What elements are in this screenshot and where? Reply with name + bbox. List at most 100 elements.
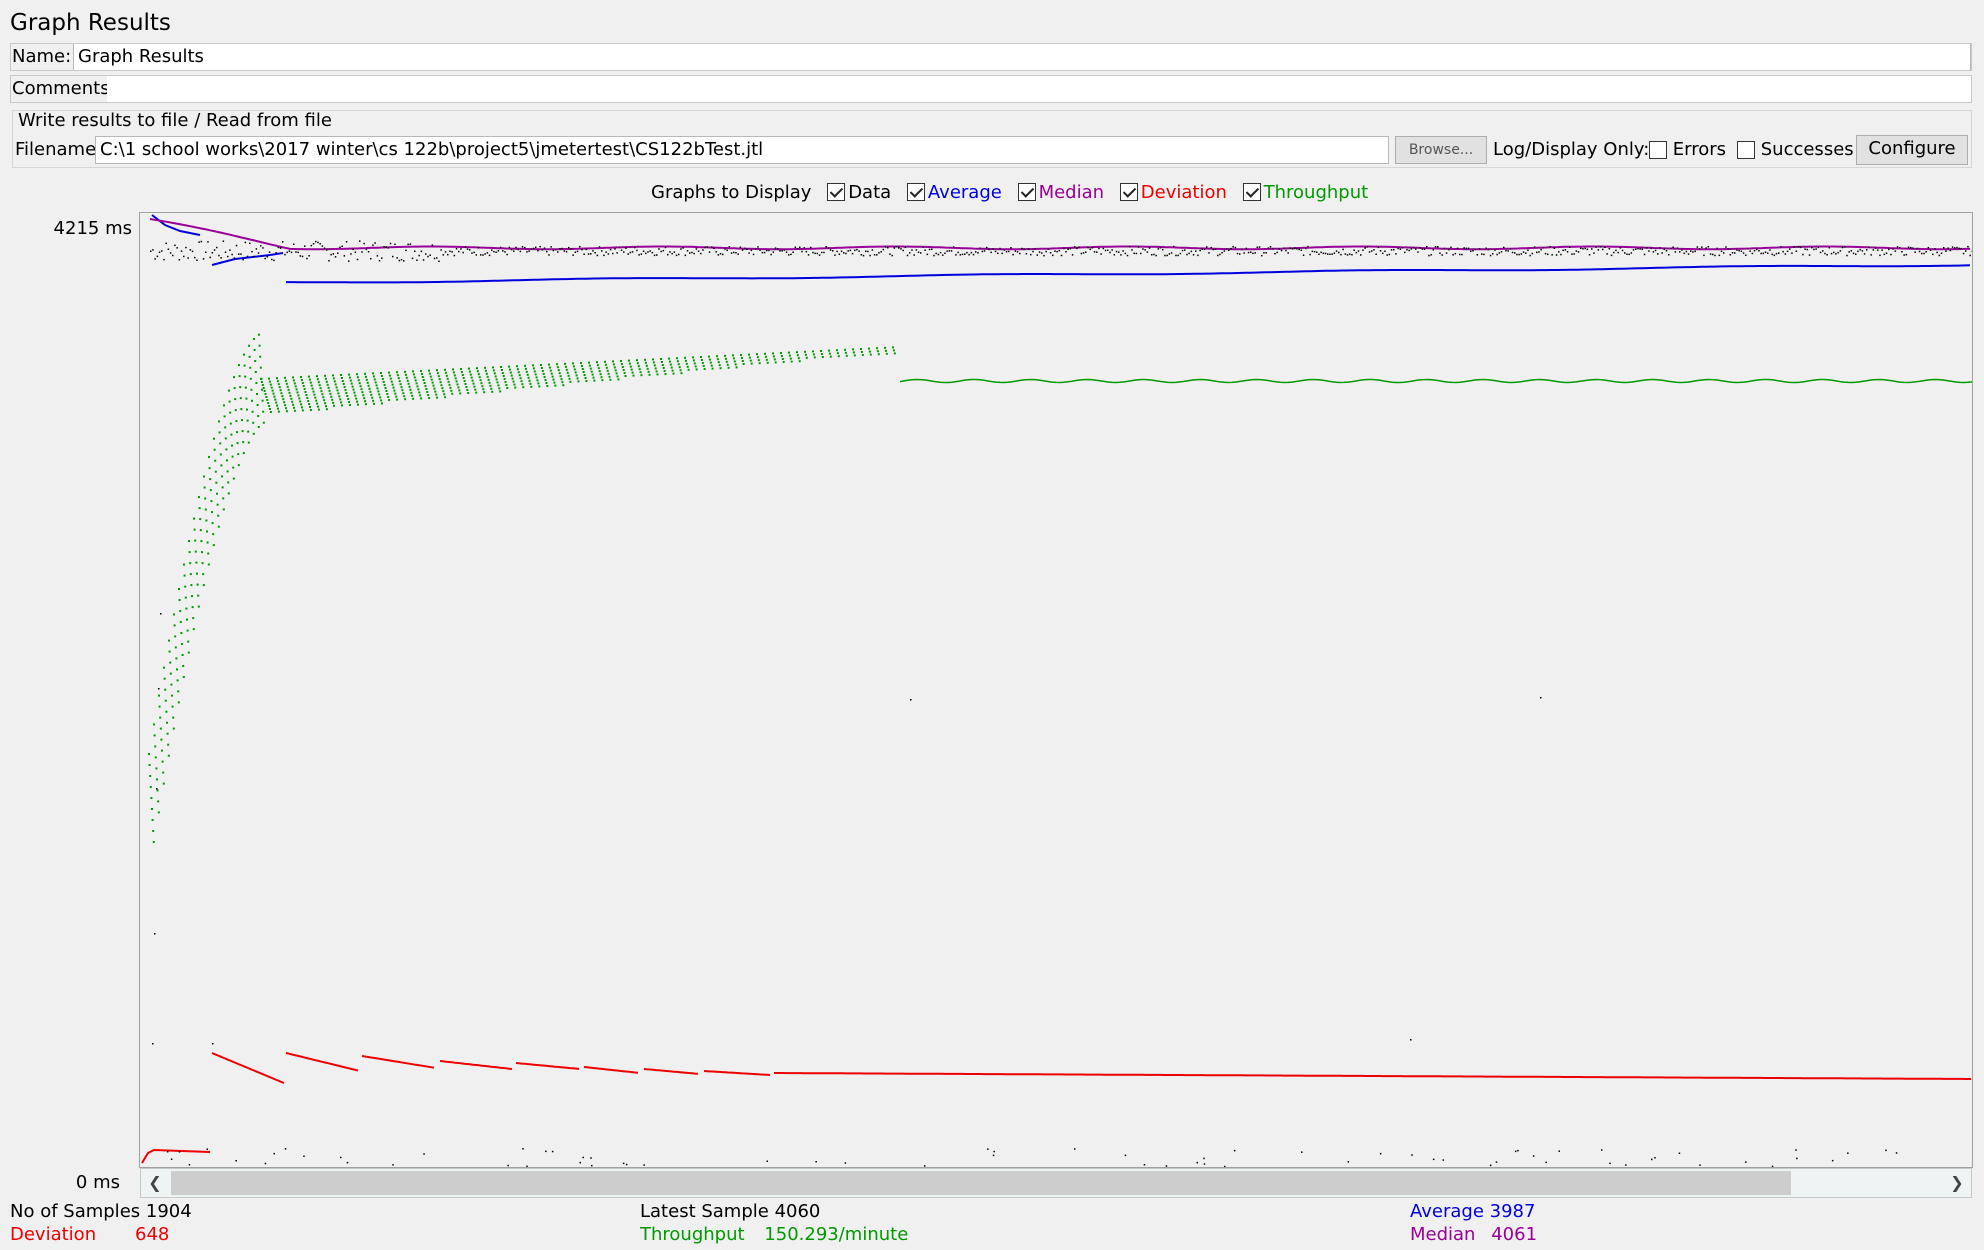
throughput-dot	[173, 624, 176, 627]
throughput-dot	[153, 723, 155, 726]
data-point	[601, 250, 603, 252]
throughput-dot	[756, 356, 759, 359]
data-point	[1426, 246, 1428, 248]
throughput-dot	[774, 361, 777, 364]
throughput-dot	[420, 397, 423, 400]
graph-toggle-data[interactable]: Data	[827, 180, 891, 206]
throughput-toggle-label: Throughput	[1263, 182, 1369, 203]
data-point	[1016, 251, 1019, 253]
throughput-dot	[629, 365, 632, 368]
throughput-dot	[299, 400, 302, 403]
comments-input[interactable]	[107, 76, 1971, 102]
data-point	[526, 251, 528, 253]
data-point	[904, 246, 907, 249]
data-point	[1780, 246, 1782, 248]
data-point	[1960, 247, 1963, 250]
throughput-dot	[156, 789, 159, 792]
throughput-dot	[202, 584, 205, 587]
data-point	[715, 251, 717, 253]
data-point	[1874, 247, 1877, 249]
throughput-dot	[233, 387, 236, 390]
browse-button[interactable]: Browse...	[1395, 136, 1487, 164]
throughput-dot	[606, 369, 609, 372]
throughput-dot	[171, 705, 174, 708]
errors-checkbox[interactable]	[1649, 141, 1667, 159]
throughput-dot	[326, 383, 329, 386]
y-axis-min-label: 0 ms	[75, 1172, 120, 1193]
data-point	[1544, 252, 1547, 255]
data-point	[1626, 253, 1628, 255]
throughput-dot	[614, 369, 617, 372]
data-point-low	[924, 1165, 926, 1167]
graph-toggle-average[interactable]: Average	[906, 180, 1002, 206]
successes-option[interactable]: Successes	[1737, 137, 1854, 163]
data-point	[1681, 249, 1683, 251]
throughput-dot	[231, 444, 233, 447]
configure-button[interactable]: Configure	[1856, 135, 1968, 165]
throughput-dot	[382, 381, 385, 383]
data-point	[902, 249, 904, 252]
data-point	[1052, 254, 1054, 257]
throughput-dot	[498, 387, 501, 390]
throughput-dot	[514, 386, 517, 389]
data-point	[1096, 251, 1098, 253]
throughput-dot	[342, 383, 345, 385]
throughput-dot	[758, 362, 761, 365]
graph-scrollbar[interactable]: ❮ ❯	[140, 1168, 1972, 1198]
data-point	[504, 251, 506, 253]
throughput-dot	[458, 389, 461, 392]
throughput-dot	[631, 371, 634, 374]
data-point	[570, 248, 572, 250]
throughput-dot	[297, 394, 300, 397]
throughput-dot	[262, 421, 265, 424]
data-point	[1562, 249, 1564, 252]
data-point	[794, 246, 797, 248]
data-point	[1342, 248, 1344, 251]
data-point	[1555, 254, 1558, 256]
data-point	[227, 255, 229, 258]
average-checkbox[interactable]	[906, 182, 925, 201]
deviation-checkbox[interactable]	[1119, 182, 1138, 201]
throughput-dot	[686, 365, 689, 368]
median-checkbox[interactable]	[1017, 182, 1036, 201]
throughput-dot	[569, 380, 572, 383]
data-point	[1206, 246, 1208, 248]
graph-toggle-throughput[interactable]: Throughput	[1242, 180, 1369, 206]
data-point	[561, 247, 563, 250]
throughput-dot	[640, 374, 643, 377]
throughput-dot	[169, 661, 172, 664]
successes-checkbox[interactable]	[1737, 141, 1755, 159]
scroll-right-icon[interactable]: ❯	[1950, 1173, 1964, 1192]
throughput-dot	[338, 395, 341, 398]
throughput-checkbox[interactable]	[1242, 182, 1261, 201]
throughput-dot	[388, 371, 390, 374]
throughput-dot	[564, 365, 567, 368]
errors-option[interactable]: Errors	[1649, 137, 1726, 163]
throughput-dot	[227, 492, 230, 495]
data-point	[1241, 248, 1243, 251]
data-point	[293, 243, 295, 245]
data-point	[1395, 253, 1397, 255]
data-point	[1118, 251, 1120, 253]
throughput-dot	[597, 367, 600, 370]
scroll-left-icon[interactable]: ❮	[148, 1173, 162, 1192]
throughput-dot	[764, 352, 766, 355]
scroll-thumb[interactable]	[171, 1171, 1791, 1195]
data-point	[697, 250, 700, 252]
name-input[interactable]: Graph Results	[73, 44, 1971, 70]
throughput-dot	[853, 354, 856, 357]
data-point	[213, 249, 216, 251]
filename-input[interactable]: C:\1 school works\2017 winter\cs 122b\pr…	[95, 136, 1389, 164]
throughput-dot	[719, 367, 722, 370]
data-point-low	[1301, 1151, 1303, 1153]
data-point	[1599, 246, 1602, 248]
deviation-value: 648	[135, 1224, 170, 1245]
graph-toggle-deviation[interactable]: Deviation	[1119, 180, 1227, 206]
throughput-dot	[356, 373, 358, 376]
throughput-dot	[334, 383, 337, 386]
throughput-dot	[532, 364, 534, 367]
data-point	[1643, 253, 1646, 256]
graph-toggle-median[interactable]: Median	[1017, 180, 1104, 206]
data-checkbox[interactable]	[827, 182, 846, 201]
throughput-dot	[364, 375, 367, 378]
